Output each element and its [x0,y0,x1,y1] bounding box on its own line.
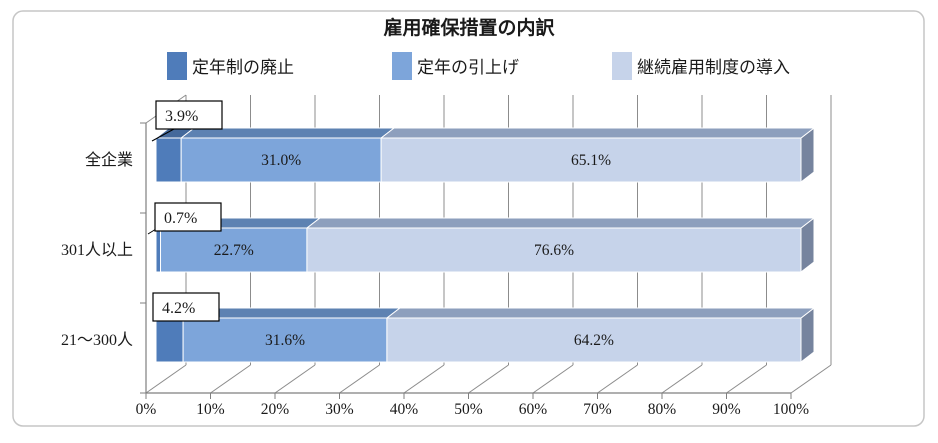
callout-box[interactable] [152,292,220,322]
legend-label: 定年制の廃止 [192,58,294,77]
bar-top-face[interactable] [305,217,816,229]
legend-swatch [167,52,187,80]
legend-item[interactable]: 定年の引上げ [392,52,519,80]
value-label: 65.1% [571,152,611,169]
category-label: 21〜300人 [61,331,133,349]
bar-segment[interactable] [155,227,162,273]
floor-line [210,364,251,394]
bar-segment[interactable] [306,227,802,273]
x-axis-tick-label: 20% [261,401,290,418]
callout-box[interactable] [155,100,223,130]
legend-swatch [612,52,632,80]
bar-segment[interactable] [155,137,182,183]
callout-label: 3.9% [165,108,198,125]
callout-box[interactable] [154,202,222,232]
bar-segment[interactable] [180,137,382,183]
legend-label: 定年の引上げ [417,58,519,77]
callout-label: 0.7% [164,210,197,227]
category-label: 全企業 [85,151,133,169]
value-label: 31.6% [265,332,305,349]
callout-label: 4.2% [162,300,195,317]
floor-line [597,364,638,394]
floor-line [274,364,316,394]
bar-segment[interactable] [386,317,802,363]
legend-item[interactable]: 継続雇用制度の導入 [612,52,790,80]
x-axis-tick-label: 50% [454,401,483,418]
chart-title: 雇用確保措置の内訳 [383,16,555,39]
bar-segment[interactable] [380,137,802,183]
legend-swatch [392,52,412,80]
legend-item[interactable]: 定年制の廃止 [167,52,294,80]
x-axis-tick-label: 60% [519,401,548,418]
value-label: 22.7% [214,242,254,259]
x-axis-tick-label: 90% [712,401,741,418]
floor-line [339,364,380,394]
x-axis-tick-label: 0% [136,401,157,418]
floor-line [532,364,574,394]
floor-line [661,364,703,394]
floor-line [403,364,445,394]
floor-line [468,364,509,394]
bar-segment[interactable] [155,317,184,363]
floor-line [145,364,187,394]
floor-line [790,364,832,394]
value-label: 76.6% [534,242,574,259]
x-axis-tick-label: 70% [583,401,612,418]
x-axis-tick-label: 100% [773,401,809,418]
bar-top-face[interactable] [379,127,816,139]
category-label: 301人以上 [61,241,133,259]
callout-leader [151,128,175,142]
legend-label: 継続雇用制度の導入 [637,58,790,77]
value-label: 64.2% [574,332,614,349]
x-axis-tick-label: 40% [390,401,419,418]
bar-segment[interactable] [182,317,388,363]
value-label: 31.0% [261,152,301,169]
x-axis-tick-label: 80% [648,401,677,418]
x-axis-tick-label: 10% [196,401,225,418]
floor-line [726,364,767,394]
bar-top-face[interactable] [385,307,816,319]
x-axis-tick-label: 30% [325,401,354,418]
bar-segment[interactable] [160,227,308,273]
